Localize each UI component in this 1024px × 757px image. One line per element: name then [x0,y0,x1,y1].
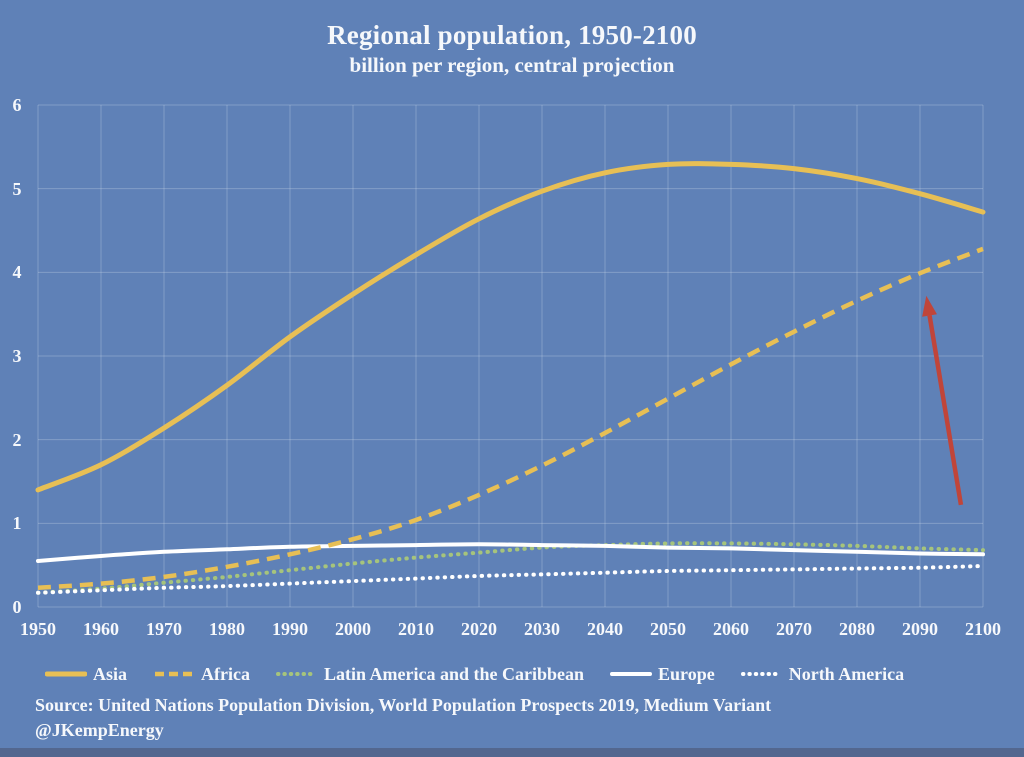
y-tick-label: 0 [12,597,22,617]
europe-line-swatch-icon [610,672,653,676]
legend-item-asia: Asia [45,664,127,685]
y-tick-label: 6 [12,95,22,115]
legend-label: North America [788,663,905,684]
series-line-north-america [36,564,985,595]
y-tick-label: 3 [12,346,22,366]
x-tick-label: 2100 [965,619,1001,639]
africa-line-swatch-icon [155,671,194,677]
x-tick-label: 2010 [398,619,434,639]
x-tick-label: 1950 [20,619,56,639]
series-line-africa [37,246,984,591]
legend-item-latin-america-and-the-caribbean: Latin America and the Caribbean [276,664,584,685]
annotation-arrow-shaft [927,315,964,506]
x-tick-label: 2030 [524,619,560,639]
series-line-europe [36,542,985,563]
legend-item-north-america: North America [740,663,905,685]
x-tick-label: 1990 [272,619,308,639]
series-line-asia [35,161,986,493]
x-tick-label: 2090 [902,619,938,639]
legend-label: Europe [658,663,715,684]
x-tick-label: 2000 [335,619,371,639]
y-tick-label: 5 [12,178,22,199]
asia-line-swatch-icon [45,671,87,677]
x-tick-label: 2080 [839,619,875,639]
source-text: Source: United Nations Population Divisi… [35,695,772,715]
legend-label: Africa [201,663,250,684]
x-tick-label: 1970 [146,619,182,639]
series-line-latin-america-and-the-caribbean [36,541,985,595]
x-tick-label: 2050 [650,619,686,639]
north-america-line-swatch-icon [740,672,783,676]
legend: Asia Africa Latin America and the Caribbea… [45,660,1005,688]
legend-item-africa: Africa [153,664,250,685]
y-tick-label: 4 [12,262,22,283]
chart-subtitle: billion per region, central projection [349,53,675,77]
x-tick-label: 1980 [209,619,245,639]
chart-title: Regional population, 1950-2100 [327,20,697,50]
x-tick-label: 2020 [461,619,497,639]
x-tick-label: 2040 [587,619,623,639]
x-tick-label: 1960 [83,619,119,639]
y-tick-label: 1 [12,513,22,534]
y-tick-label: 2 [12,429,22,450]
bottom-border-bar [0,748,1024,757]
latin-america-and-the-caribbean-line-swatch-icon [276,672,318,676]
x-tick-label: 2070 [776,619,812,639]
annotation-arrow-head [922,295,937,317]
legend-label: Asia [93,663,128,684]
x-tick-label: 2060 [713,619,749,639]
legend-label: Latin America and the Caribbean [324,663,585,684]
legend-item-europe: Europe [610,664,715,685]
author-handle: @JKempEnergy [35,720,164,740]
